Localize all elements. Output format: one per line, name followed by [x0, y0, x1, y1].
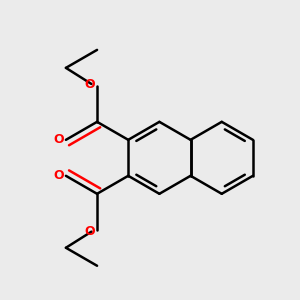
Text: O: O: [54, 133, 64, 146]
Text: O: O: [84, 78, 94, 91]
Text: O: O: [84, 225, 94, 238]
Text: O: O: [54, 169, 64, 182]
